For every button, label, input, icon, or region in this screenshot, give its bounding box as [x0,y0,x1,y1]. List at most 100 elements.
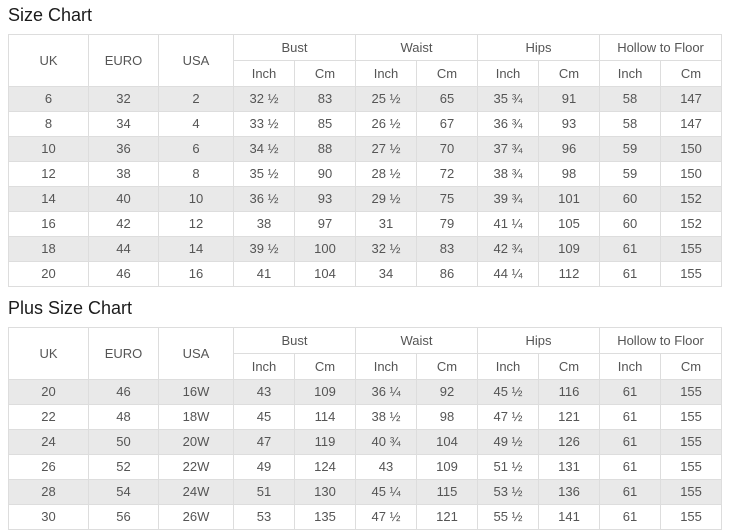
table-cell: 126 [538,429,601,455]
col-header-uk: UK [8,34,89,87]
table-cell: 40 ¾ [355,429,418,455]
table-cell: 150 [660,161,723,187]
table-cell: 46 [88,379,159,405]
table-cell: 67 [416,111,479,137]
table-cell: 150 [660,136,723,162]
table-cell: 51 [233,479,295,505]
table-cell: 60 [599,211,662,237]
plus-size-chart-header: UK EURO USA Bust Waist Hips Hollow to Fl… [8,327,723,380]
table-cell: 45 ¼ [355,479,418,505]
table-cell: 45 [233,404,295,430]
table-cell: 119 [293,429,357,455]
table-cell: 56 [88,504,159,530]
table-cell: 147 [660,111,723,137]
table-cell: 34 [88,111,159,137]
table-cell: 32 [88,86,159,112]
table-cell: 16 [8,211,89,237]
table-cell: 24W [158,479,234,505]
col-group-hollow-to-floor: Hollow to Floor [599,34,723,61]
table-row: 10 36 6 34 ½ 88 27 ½ 70 37 ¾ 96 59 150 [8,136,723,162]
table-cell: 36 ¾ [477,111,540,137]
table-row: 24 50 20W 47 119 40 ¾ 104 49 ½ 126 61 155 [8,429,723,455]
table-cell: 18 [8,236,89,262]
table-cell: 54 [88,479,159,505]
table-cell: 136 [538,479,601,505]
table-cell: 116 [538,379,601,405]
table-cell: 130 [293,479,357,505]
table-cell: 47 ½ [477,404,540,430]
header-row-units: Inch Cm Inch Cm Inch Cm Inch Cm [9,60,723,87]
table-cell: 28 [8,479,89,505]
table-cell: 22W [158,454,234,480]
table-cell: 24 [8,429,89,455]
table-cell: 115 [416,479,479,505]
col-group-hips: Hips [477,34,601,61]
table-cell: 53 ½ [477,479,540,505]
table-row: 16 42 12 38 97 31 79 41 ¼ 105 60 152 [8,211,723,237]
col-group-waist: Waist [355,34,479,61]
table-cell: 60 [599,186,662,212]
table-row: 30 56 26W 53 135 47 ½ 121 55 ½ 141 61 155 [8,504,723,530]
table-cell: 61 [599,261,662,287]
table-cell: 33 ½ [233,111,295,137]
size-chart-section: Size Chart UK EURO USA Bust Waist Hips H… [8,4,723,287]
table-cell: 112 [538,261,601,287]
table-cell: 61 [599,504,662,530]
table-cell: 152 [660,186,723,212]
table-cell: 114 [293,404,357,430]
table-cell: 38 [233,211,295,237]
table-cell: 43 [233,379,295,405]
table-row: 8 34 4 33 ½ 85 26 ½ 67 36 ¾ 93 58 147 [8,111,723,137]
table-cell: 8 [158,161,234,187]
table-cell: 4 [158,111,234,137]
col-header-hollow-inch: Inch [599,353,662,380]
table-cell: 30 [8,504,89,530]
col-header-hips-inch: Inch [477,353,540,380]
col-header-hollow-cm: Cm [660,60,723,87]
table-cell: 35 ½ [233,161,295,187]
table-cell: 48 [88,404,159,430]
col-header-hollow-inch: Inch [599,60,662,87]
table-cell: 88 [293,136,357,162]
size-chart-header: UK EURO USA Bust Waist Hips Hollow to Fl… [8,34,723,87]
table-cell: 155 [660,479,723,505]
table-cell: 51 ½ [477,454,540,480]
table-cell: 79 [416,211,479,237]
table-cell: 91 [538,86,601,112]
table-cell: 70 [416,136,479,162]
table-cell: 2 [158,86,234,112]
table-cell: 65 [416,86,479,112]
table-cell: 61 [599,404,662,430]
plus-size-chart-title: Plus Size Chart [8,298,133,318]
table-cell: 27 ½ [355,136,418,162]
table-cell: 44 [88,236,159,262]
table-row: 20 46 16W 43 109 36 ¼ 92 45 ½ 116 61 155 [8,379,723,405]
table-row: 18 44 14 39 ½ 100 32 ½ 83 42 ¾ 109 61 155 [8,236,723,262]
table-cell: 109 [293,379,357,405]
col-header-bust-inch: Inch [233,60,295,87]
col-group-bust: Bust [232,34,357,61]
table-cell: 47 ½ [355,504,418,530]
table-cell: 61 [599,429,662,455]
col-group-hollow-to-floor: Hollow to Floor [599,327,723,354]
table-cell: 59 [599,161,662,187]
table-cell: 93 [538,111,601,137]
table-cell: 147 [660,86,723,112]
table-cell: 59 [599,136,662,162]
table-cell: 53 [233,504,295,530]
table-cell: 55 ½ [477,504,540,530]
col-header-euro: EURO [88,327,159,380]
table-cell: 92 [416,379,479,405]
col-header-hollow-cm: Cm [660,353,723,380]
table-cell: 45 ½ [477,379,540,405]
table-cell: 49 ½ [477,429,540,455]
col-header-waist-inch: Inch [355,353,418,380]
table-cell: 26 [8,454,89,480]
table-cell: 36 [88,136,159,162]
table-cell: 83 [293,86,357,112]
table-cell: 38 [88,161,159,187]
table-cell: 32 ½ [233,86,295,112]
table-cell: 16W [158,379,234,405]
table-cell: 6 [158,136,234,162]
table-cell: 34 [355,261,418,287]
